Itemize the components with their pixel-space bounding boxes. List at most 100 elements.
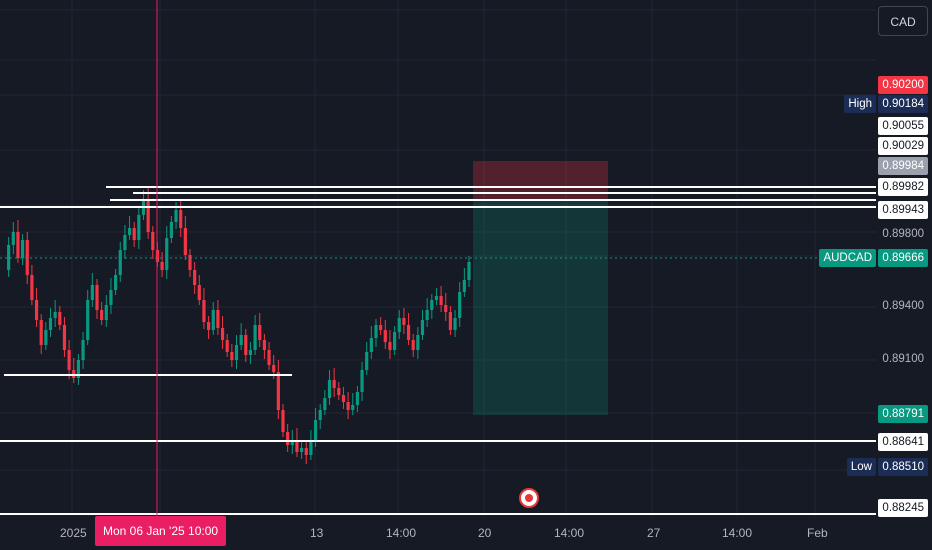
candle-body (207, 322, 211, 330)
price-axis-tick: 0.89800 (882, 228, 924, 240)
candle-body (230, 352, 234, 360)
candle-body (258, 325, 262, 340)
candle-body (313, 420, 318, 440)
candle-body (337, 388, 341, 395)
candle-body (16, 232, 20, 258)
candle-body (53, 312, 57, 318)
currency-button[interactable]: CAD (878, 6, 928, 36)
price-label-line: 0.88641 (878, 433, 928, 451)
candle-body (448, 312, 452, 330)
price-label-line: 0.89943 (878, 201, 928, 219)
candle-body (132, 228, 136, 240)
candle-body (21, 240, 25, 258)
candle-body (151, 232, 155, 250)
price-axis-tick: 0.89100 (882, 353, 924, 365)
candle-body (406, 325, 411, 340)
candle-body (127, 228, 132, 235)
stop-loss-zone[interactable] (473, 161, 608, 201)
candle-body (365, 352, 369, 370)
candle-body (234, 345, 239, 360)
candle-body (276, 372, 280, 410)
candle-body (453, 318, 457, 330)
candle-body (272, 365, 276, 372)
candle-body (81, 340, 85, 360)
candle-body (388, 342, 392, 350)
candle-body (360, 370, 364, 392)
price-axis-tick: 0.89400 (882, 300, 924, 312)
price-label-high: 0.90184 (878, 95, 928, 113)
candle-body (118, 250, 122, 275)
price-label-current: 0.89666 (878, 249, 928, 267)
candle-body (146, 200, 150, 232)
candle-body (304, 448, 308, 455)
candle-body (11, 232, 15, 245)
take-profit-zone[interactable] (473, 201, 608, 415)
candle-body (262, 340, 266, 350)
candle-body (444, 305, 448, 312)
crosshair-time-label: Mon 06 Jan '25 10:00 (95, 516, 227, 546)
candle-body (174, 210, 178, 222)
candle-body (216, 310, 220, 328)
candle-body (462, 280, 466, 292)
candle-body (86, 300, 90, 340)
candle-body (411, 340, 415, 350)
candle-body (100, 310, 104, 320)
candle-body (281, 410, 285, 432)
candle-body (239, 335, 243, 345)
candle-body (109, 290, 113, 305)
candle-body (323, 398, 327, 410)
candle-body (104, 305, 108, 320)
candle-body (295, 440, 299, 452)
time-axis-tick: 27 (647, 526, 661, 540)
candle-body (114, 275, 118, 290)
candle-body (30, 275, 34, 300)
candlesticks (7, 188, 471, 464)
candle-body (346, 402, 350, 410)
candle-body (425, 310, 429, 320)
candle-body (286, 432, 290, 445)
candle-body (248, 350, 253, 355)
candle-body (393, 332, 397, 350)
candle-body (267, 350, 271, 365)
candle-body (76, 360, 80, 378)
candle-body (188, 255, 192, 270)
time-axis-tick: 14:00 (722, 526, 753, 540)
candle-body (383, 330, 387, 342)
price-label-position-stop: 0.89984 (878, 157, 928, 175)
price-label-line: 0.88245 (878, 499, 928, 517)
candle-body (332, 380, 336, 388)
candle-body (439, 296, 443, 305)
candle-body (318, 410, 322, 420)
candle-body (211, 310, 215, 330)
price-label-line: 0.89982 (878, 178, 928, 196)
candle-body (160, 262, 164, 270)
price-label-line: 0.90055 (878, 117, 928, 135)
candle-body (39, 320, 43, 345)
candle-body (67, 350, 71, 370)
candle-body (379, 325, 383, 330)
candle-body (183, 228, 187, 255)
candle-body (44, 330, 48, 345)
candle-body (165, 238, 169, 270)
symbol-tag: AUDCAD (819, 249, 876, 267)
price-label-top: 0.90200 (878, 76, 928, 94)
candle-body (34, 300, 39, 320)
candle-body (169, 222, 173, 238)
candle-body (58, 312, 62, 325)
candle-body (374, 325, 378, 338)
price-label-target: 0.88791 (878, 405, 928, 423)
candle-body (48, 318, 53, 330)
candle-body (420, 320, 425, 335)
time-axis-tick: 14:00 (386, 526, 417, 540)
candle-body (355, 392, 359, 405)
candle-body (402, 318, 406, 325)
candle-body (309, 440, 313, 455)
candle-body (123, 235, 127, 250)
low-tag: Low (846, 458, 876, 476)
candle-body (341, 395, 346, 402)
time-axis-tick: Feb (807, 526, 828, 540)
economic-event-icon[interactable] (519, 488, 539, 508)
candle-body (351, 405, 355, 410)
candle-body (197, 285, 201, 300)
